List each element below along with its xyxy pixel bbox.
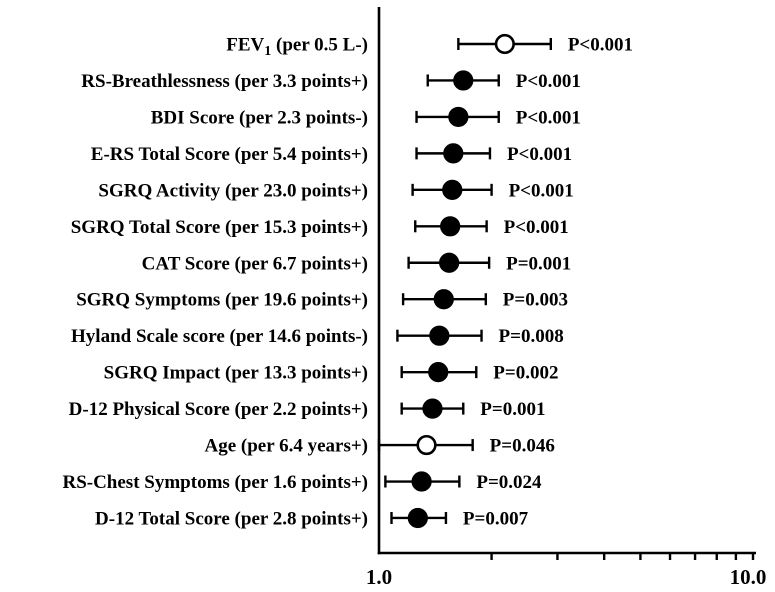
row-label: SGRQ Total Score (per 15.3 points+): [71, 217, 368, 238]
p-value-label: P=0.002: [493, 363, 558, 384]
p-value-label: P<0.001: [516, 107, 581, 128]
estimate-marker-filled: [440, 216, 461, 237]
forest-row: SGRQ Impact (per 13.3 points+) P=0.002: [104, 362, 558, 384]
estimate-marker-filled: [439, 252, 460, 273]
forest-row: BDI Score (per 2.3 points-) P<0.001: [151, 106, 581, 128]
forest-row: Age (per 6.4 years+) P=0.046: [205, 434, 555, 457]
x-axis-tick-label-max: 10.0: [729, 565, 767, 589]
forest-row: SGRQ Activity (per 23.0 points+) P<0.001: [98, 179, 574, 201]
estimate-marker-filled: [428, 362, 449, 383]
row-label: RS-Chest Symptoms (per 1.6 points+): [62, 472, 368, 493]
forest-row: CAT Score (per 6.7 points+) P=0.001: [142, 252, 571, 274]
forest-row: E-RS Total Score (per 5.4 points+) P<0.00…: [91, 143, 572, 165]
forest-row: RS-Breathlessness (per 3.3 points+) P<0.0…: [81, 70, 581, 92]
forest-row: FEV1 (per 0.5 L-) P<0.001: [226, 33, 633, 60]
estimate-marker-filled: [442, 179, 463, 200]
p-value-label: P<0.001: [568, 35, 633, 56]
row-label: SGRQ Activity (per 23.0 points+): [98, 180, 368, 201]
p-value-label: P=0.046: [490, 436, 555, 457]
p-value-label: P=0.003: [503, 290, 568, 311]
forest-row: RS-Chest Symptoms (per 1.6 points+) P=0.0…: [62, 471, 542, 493]
p-value-label: P<0.001: [504, 217, 569, 238]
forest-row: D-12 Total Score (per 2.8 points+) P=0.00…: [95, 507, 529, 529]
p-value-label: P=0.007: [463, 508, 529, 529]
forest-row: SGRQ Symptoms (per 19.6 points+) P=0.003: [76, 289, 568, 311]
estimate-marker-filled: [411, 471, 432, 492]
p-value-label: P=0.024: [476, 472, 542, 493]
estimate-marker-filled: [448, 106, 469, 128]
row-label: Hyland Scale score (per 14.6 points-): [71, 326, 368, 347]
p-value-label: P<0.001: [507, 144, 572, 165]
forest-row: D-12 Physical Score (per 2.2 points+) P=0…: [69, 398, 545, 420]
row-label: SGRQ Impact (per 13.3 points+): [104, 363, 368, 384]
row-label: D-12 Total Score (per 2.8 points+): [95, 508, 368, 529]
x-axis-tick-label-min: 1.0: [365, 565, 393, 589]
row-label: FEV1 (per 0.5 L-): [226, 35, 368, 60]
estimate-marker-open: [494, 33, 515, 55]
p-value-label: P<0.001: [516, 71, 581, 92]
p-value-label: P=0.001: [506, 253, 571, 274]
forest-row: SGRQ Total Score (per 15.3 points+) P<0.0…: [71, 216, 569, 238]
estimate-marker-filled: [429, 325, 450, 346]
row-label: E-RS Total Score (per 5.4 points+): [91, 144, 368, 165]
estimate-marker-filled: [422, 398, 443, 419]
row-label: SGRQ Symptoms (per 19.6 points+): [76, 290, 368, 311]
estimate-marker-filled: [407, 507, 428, 529]
row-label: Age (per 6.4 years+): [205, 436, 369, 457]
p-value-label: P=0.008: [499, 326, 564, 347]
row-label: D-12 Physical Score (per 2.2 points+): [69, 399, 368, 420]
row-label: BDI Score (per 2.3 points-): [151, 107, 368, 128]
estimate-marker-filled: [443, 143, 464, 164]
p-value-label: P<0.001: [509, 180, 574, 201]
row-label: RS-Breathlessness (per 3.3 points+): [81, 71, 368, 92]
forest-row: Hyland Scale score (per 14.6 points-) P=0…: [71, 325, 564, 347]
row-label: CAT Score (per 6.7 points+): [142, 253, 368, 274]
estimate-marker-open: [416, 434, 437, 456]
estimate-marker-filled: [433, 289, 454, 310]
estimate-marker-filled: [453, 70, 474, 91]
p-value-label: P=0.001: [480, 399, 545, 420]
